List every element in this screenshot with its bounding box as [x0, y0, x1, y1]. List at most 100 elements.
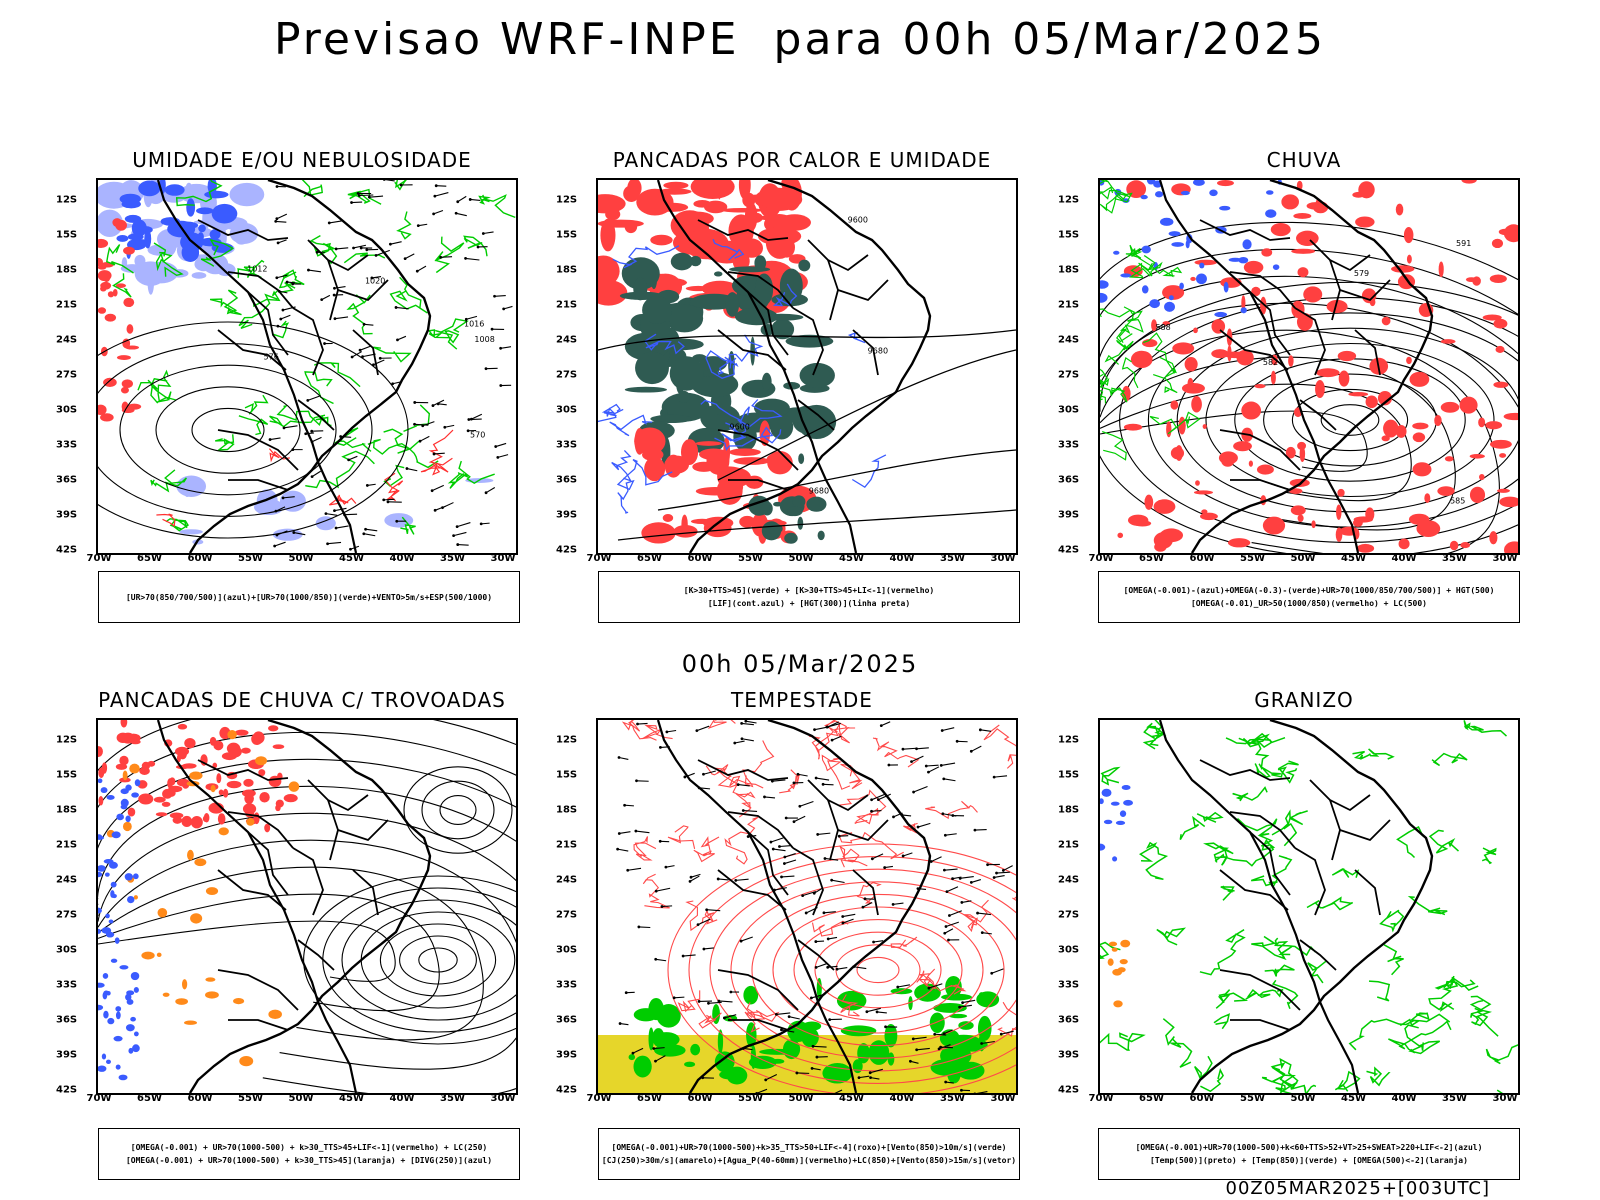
- forecast-map: [1098, 718, 1520, 1095]
- wind-vector: [718, 1000, 733, 1003]
- wind-vector: [418, 439, 422, 443]
- wind-vector: [909, 1059, 912, 1063]
- divergence-area: [108, 919, 114, 924]
- latitude-tick-label: 33S: [556, 439, 578, 451]
- rain-area: [1178, 416, 1186, 435]
- thunderstorm-area: [283, 794, 298, 803]
- legend-line: [OMEGA(-0.001)-(azul)+OMEGA(-0.3)-(verde…: [1123, 586, 1495, 595]
- rain-area: [1478, 417, 1486, 428]
- shower-area: [122, 821, 132, 832]
- shower-area: [210, 784, 216, 793]
- rain-area: [1270, 222, 1291, 237]
- panel-granizo: GRANIZO 12S 15S 18S 21S 24S 27S 30S 33S 36S 39S 42S…: [1054, 688, 1554, 1148]
- forecast-map: [96, 718, 518, 1095]
- latitude-tick-label: 30S: [56, 944, 78, 956]
- low-level-wind-area: [908, 996, 913, 1011]
- political-border: [717, 329, 787, 371]
- wind-vector: [336, 247, 349, 250]
- thunderstorm-area: [181, 815, 193, 828]
- wind-vector: [467, 418, 471, 421]
- convection-area: [761, 372, 772, 391]
- low-level-wind-area: [726, 1066, 748, 1085]
- rain-area: [1326, 299, 1348, 314]
- wind-vector: [933, 1032, 937, 1036]
- convection-area: [669, 356, 704, 391]
- wind-vector: [980, 729, 992, 732]
- rain-area: [1162, 285, 1185, 300]
- political-border: [1219, 329, 1289, 371]
- low-level-wind-area: [868, 1040, 890, 1065]
- political-border: [292, 307, 324, 376]
- instability-area: [744, 194, 780, 200]
- divergence-area: [120, 798, 129, 807]
- wind-vector: [934, 1033, 947, 1036]
- humidity-low-contour: [238, 415, 269, 436]
- low-level-wind-area: [748, 1055, 777, 1069]
- temp850-contour: [1409, 1012, 1451, 1023]
- thunderstorm-area: [138, 793, 154, 805]
- wind-vector: [974, 828, 987, 831]
- lifted-index-contour: [632, 459, 673, 486]
- wind-vector: [413, 422, 416, 426]
- wind-vector: [456, 543, 460, 546]
- rain-area: [1406, 254, 1412, 264]
- contour-label: 1008: [474, 335, 494, 344]
- streamline: [1100, 248, 1518, 401]
- geopotential-contour: [657, 449, 1016, 511]
- wind-vector: [307, 268, 310, 272]
- longitude-tick-label: 40W: [889, 1093, 915, 1104]
- wind-vector: [945, 921, 959, 928]
- streamline: [98, 920, 396, 982]
- wind-vector: [853, 966, 867, 970]
- temp850-contour: [1215, 989, 1249, 1009]
- political-border: [807, 239, 869, 272]
- instability-area: [681, 514, 688, 534]
- wind-vector: [703, 770, 716, 775]
- temp850-contour: [1388, 1020, 1452, 1054]
- humidity-low-contour: [367, 438, 420, 455]
- latitude-tick-label: 36S: [1058, 1014, 1080, 1026]
- contour-label: 582: [1263, 358, 1278, 367]
- thickness-low-area: [104, 313, 117, 322]
- wind-vector: [672, 996, 676, 1000]
- temp850-contour: [1352, 748, 1395, 760]
- wind-vector: [741, 722, 754, 726]
- atlantic-coastline: [188, 180, 432, 553]
- wind-vector: [962, 999, 976, 1004]
- hail-area: [1103, 819, 1113, 825]
- wind-vector: [798, 804, 802, 808]
- political-border: [1219, 969, 1301, 1011]
- rain-area: [1297, 514, 1304, 522]
- latitude-tick-label: 36S: [1058, 474, 1080, 486]
- humidity-mid-area: [144, 261, 179, 284]
- wind-vector: [372, 363, 375, 367]
- wind-vector: [743, 809, 758, 812]
- political-border: [1354, 329, 1381, 376]
- rain-area: [1261, 248, 1273, 257]
- wind-vector: [774, 1013, 778, 1016]
- omega-area: [1113, 1000, 1123, 1008]
- ascent-area: [1140, 194, 1148, 200]
- contour-label: 1012: [247, 265, 267, 274]
- political-border: [717, 869, 787, 911]
- wind-vector: [827, 965, 838, 968]
- temp850-contour: [1463, 720, 1508, 737]
- low-level-wind-area: [714, 1051, 735, 1073]
- political-border: [1294, 847, 1326, 916]
- precipitable-water-contour: [667, 825, 696, 850]
- temp850-contour: [1250, 855, 1293, 889]
- humidity-low-contour: [383, 464, 405, 487]
- geopotential-contour: [598, 329, 1016, 351]
- political-border: [797, 939, 835, 971]
- wind-vector: [683, 775, 687, 779]
- thunderstorm-area: [127, 807, 136, 817]
- panel-legend: [UR>70(850/700/500)](azul)+[UR>70(1000/8…: [98, 571, 520, 623]
- latitude-tick-label: 39S: [1058, 509, 1080, 521]
- rain-area: [1444, 456, 1454, 462]
- wind-vector: [660, 905, 664, 908]
- wind-vector: [405, 467, 409, 470]
- instability-area: [636, 188, 674, 216]
- temp850-contour: [1496, 1089, 1503, 1093]
- wind-vector: [813, 728, 816, 732]
- wind-vector: [363, 533, 376, 537]
